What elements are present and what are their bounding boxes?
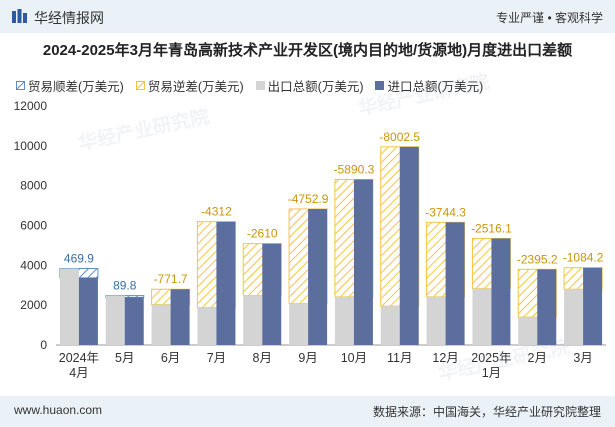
- import-bar: [445, 222, 465, 345]
- import-bar: [78, 277, 98, 345]
- import-bar: [353, 179, 373, 345]
- export-bar: [243, 295, 263, 345]
- export-bar: [151, 304, 171, 345]
- brand-logo-icon: [12, 9, 27, 23]
- x-tick-label: 1月: [482, 366, 501, 380]
- balance-data-label: 89.8: [113, 279, 137, 293]
- y-tick-label: 4000: [20, 258, 47, 272]
- import-bar: [537, 269, 557, 345]
- x-tick-label: 8月: [253, 351, 272, 365]
- brand-name: 华经情报网: [34, 10, 104, 26]
- export-swatch-icon: [255, 81, 265, 90]
- x-tick-label: 2024年: [59, 351, 99, 365]
- import-swatch-icon: [375, 81, 385, 90]
- y-tick-label: 2000: [20, 298, 47, 312]
- x-tick-label: 7月: [207, 351, 226, 365]
- top-bar: 华经情报网 专业严谨 • 客观科学: [0, 0, 615, 33]
- y-tick-label: 10000: [14, 139, 48, 153]
- x-tick-label: 12月: [432, 351, 458, 365]
- y-tick-label: 8000: [20, 179, 47, 193]
- x-tick-label: 11月: [387, 351, 412, 365]
- x-tick-label: 5月: [115, 351, 134, 365]
- export-bar: [564, 289, 584, 345]
- x-tick-label: 3月: [573, 351, 592, 365]
- balance-data-label: -3744.3: [425, 205, 466, 219]
- export-bar: [334, 296, 354, 345]
- y-tick-label: 12000: [14, 99, 48, 113]
- export-bar: [518, 317, 538, 345]
- import-bar: [170, 289, 190, 345]
- legend-item-surplus: 贸易顺差(万美元): [16, 76, 124, 95]
- legend-item-deficit: 贸易逆差(万美元): [135, 76, 244, 95]
- export-bar: [105, 295, 125, 345]
- legend-label-import: 进口总额(万美元): [387, 80, 484, 94]
- deficit-swatch-icon: [135, 81, 145, 90]
- website-link[interactable]: www.huaon.com: [14, 403, 103, 417]
- x-tick-label: 2月: [528, 351, 547, 365]
- import-bar: [216, 221, 236, 345]
- export-bar: [197, 307, 217, 345]
- x-tick-label: 9月: [298, 351, 317, 365]
- import-bar: [583, 267, 603, 345]
- y-tick-label: 0: [40, 338, 47, 352]
- watermark-text: 华经产业研究院: [356, 70, 491, 120]
- balance-data-label: 469.9: [64, 252, 94, 266]
- balance-data-label: -4312: [201, 205, 232, 219]
- legend-item-import: 进口总额(万美元): [375, 76, 483, 95]
- export-bar: [380, 306, 400, 345]
- data-source: 数据来源：中国海关，华经产业研究院整理: [372, 405, 601, 419]
- chart-legend: 贸易顺差(万美元) 贸易逆差(万美元) 出口总额(万美元) 进口总额(万美元): [16, 76, 483, 95]
- tagline: 专业严谨 • 客观科学: [496, 11, 603, 25]
- export-bar: [289, 303, 309, 345]
- balance-data-label: -5890.3: [334, 162, 375, 176]
- balance-data-label: -2395.2: [517, 252, 558, 266]
- balance-data-label: -771.7: [154, 272, 188, 286]
- export-bar: [59, 268, 79, 345]
- x-tick-label: 2025年: [471, 351, 511, 365]
- y-tick-label: 6000: [20, 219, 47, 233]
- watermark-text: 华经产业研究院: [76, 105, 211, 155]
- legend-label-deficit: 贸易逆差(万美元): [147, 80, 244, 94]
- balance-data-label: -1084.2: [563, 251, 604, 265]
- balance-data-label: -2610: [247, 227, 278, 241]
- import-bar: [399, 146, 419, 345]
- import-bar: [262, 243, 282, 345]
- balance-data-label: -8002.5: [379, 130, 420, 144]
- export-bar: [472, 288, 492, 345]
- import-bar: [491, 238, 511, 345]
- x-tick-label: 4月: [69, 366, 88, 380]
- legend-label-surplus: 贸易顺差(万美元): [28, 80, 124, 94]
- x-tick-label: 6月: [161, 351, 180, 365]
- surplus-swatch-icon: [16, 81, 25, 90]
- footer-bar: www.huaon.com 数据来源：中国海关，华经产业研究院整理: [0, 396, 615, 427]
- chart-title: 2024-2025年3月年青岛高新技术产业开发区(境内目的地/货源地)月度进出口…: [0, 34, 615, 68]
- x-tick-label: 10月: [341, 351, 367, 365]
- export-bar: [426, 296, 446, 345]
- import-bar: [308, 208, 328, 345]
- balance-data-label: -4752.9: [288, 192, 329, 206]
- balance-data-label: -2516.1: [471, 221, 512, 235]
- legend-label-export: 出口总额(万美元): [267, 80, 364, 94]
- legend-item-export: 出口总额(万美元): [255, 76, 364, 95]
- import-bar: [124, 297, 144, 345]
